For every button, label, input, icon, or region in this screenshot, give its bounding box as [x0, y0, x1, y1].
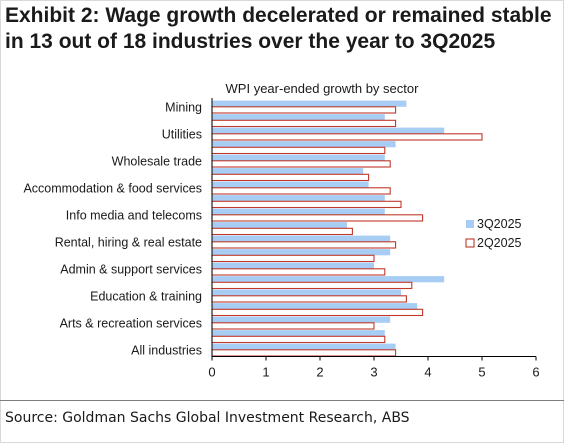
bar-2q2025 — [211, 133, 483, 141]
bar-2q2025 — [211, 254, 375, 263]
category-labels-group: Mining Utilities Wholesale trade Accommodat… — [23, 100, 202, 357]
category-label: Utilities — [162, 127, 202, 141]
x-tick-label: 2 — [316, 365, 323, 380]
category-label: Mining — [165, 100, 202, 114]
x-axis: 0 1 2 3 4 5 6 — [208, 98, 540, 380]
category-label: All industries — [131, 343, 202, 357]
bar-2q2025 — [211, 281, 413, 290]
bar-3q2025 — [212, 127, 445, 134]
exhibit-title: Exhibit 2: Wage growth decelerated or re… — [5, 4, 552, 53]
bar-2q2025 — [211, 268, 386, 276]
bar-3q2025 — [212, 154, 385, 161]
bar-2q2025 — [211, 227, 353, 236]
bar-3q2025 — [212, 114, 385, 121]
bar-2q2025 — [211, 241, 397, 249]
bar-2q2025 — [211, 200, 402, 209]
x-tick-label: 5 — [478, 365, 485, 380]
x-tick-label: 0 — [208, 365, 215, 380]
bar-3q2025 — [212, 168, 364, 175]
bar-2q2025 — [211, 187, 391, 195]
bar-2q2025 — [211, 119, 397, 128]
bar-3q2025 — [212, 181, 369, 188]
bar-3q2025 — [212, 276, 445, 283]
category-label: Rental, hiring & real estate — [55, 235, 202, 249]
bar-3q2025 — [212, 330, 385, 337]
bar-2q2025 — [211, 214, 424, 222]
legend-label-3q2025: 3Q2025 — [477, 217, 522, 231]
bar-2q2025 — [211, 335, 386, 344]
bar-3q2025 — [212, 249, 391, 256]
bar-3q2025 — [212, 343, 396, 350]
bar-2q2025 — [211, 160, 391, 168]
legend-swatch-3q2025 — [466, 220, 474, 228]
footer-divider — [0, 400, 564, 401]
category-label: Info media and telecoms — [66, 208, 202, 222]
x-tick-label: 1 — [262, 365, 269, 380]
category-label: Education & training — [90, 289, 202, 303]
bar-3q2025 — [212, 208, 385, 215]
category-label: Accommodation & food services — [23, 181, 202, 195]
legend-swatch-2q2025 — [465, 238, 475, 248]
bar-2q2025 — [211, 322, 375, 330]
source-note: Source: Goldman Sachs Global Investment … — [5, 410, 410, 426]
bar-3q2025 — [212, 262, 374, 269]
bar-2q2025 — [211, 173, 370, 182]
category-label: Admin & support services — [60, 262, 202, 276]
bar-3q2025 — [212, 195, 385, 202]
x-tick-label: 6 — [532, 365, 539, 380]
category-label: Arts & recreation services — [60, 316, 202, 330]
bars-group — [211, 100, 483, 357]
bar-3q2025 — [212, 235, 391, 242]
x-tick-label: 4 — [424, 365, 431, 380]
bar-2q2025 — [211, 146, 386, 155]
legend: 3Q2025 2Q2025 — [465, 217, 522, 250]
bar-3q2025 — [212, 100, 407, 107]
bar-2q2025 — [211, 349, 397, 357]
bar-2q2025 — [211, 295, 407, 303]
bar-3q2025 — [212, 316, 391, 323]
legend-label-2q2025: 2Q2025 — [477, 236, 522, 250]
x-tick-label: 3 — [370, 365, 377, 380]
bar-2q2025 — [211, 106, 397, 114]
chart-title: WPI year-ended growth by sector — [226, 81, 420, 96]
bar-3q2025 — [212, 289, 401, 296]
bar-3q2025 — [212, 222, 347, 229]
category-label: Wholesale trade — [112, 154, 202, 168]
bar-3q2025 — [212, 303, 418, 310]
bar-3q2025 — [212, 141, 396, 148]
bar-2q2025 — [211, 308, 424, 317]
